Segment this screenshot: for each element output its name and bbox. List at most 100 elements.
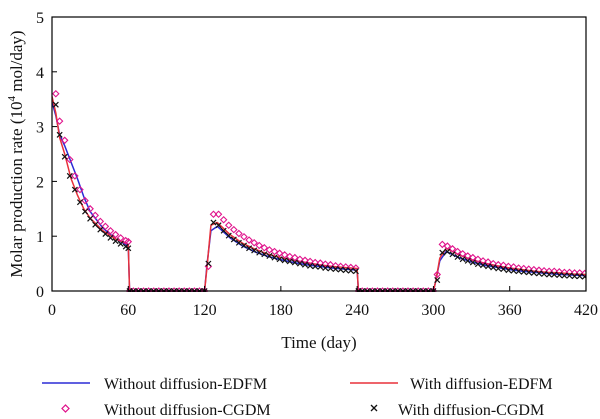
data-point-with-diffusion-cgdm (56, 131, 63, 138)
data-point-without-diffusion-cgdm (144, 287, 153, 292)
data-point-without-diffusion-cgdm (195, 287, 204, 292)
data-point-without-diffusion-cgdm (66, 155, 74, 164)
data-point-with-diffusion-cgdm (276, 256, 283, 263)
data-point-without-diffusion-cgdm (388, 287, 397, 292)
data-point-without-diffusion-cgdm (383, 287, 392, 292)
data-point-with-diffusion-cgdm (301, 261, 309, 268)
data-point-without-diffusion-cgdm (235, 229, 243, 238)
legend-swatch-x-marker (370, 404, 378, 412)
data-point-with-diffusion-cgdm (454, 253, 461, 261)
data-point-with-diffusion-cgdm (296, 260, 303, 267)
data-point-without-diffusion-cgdm (285, 252, 294, 261)
data-point-with-diffusion-cgdm (439, 249, 446, 256)
series-line-without-diffusion-edfm (52, 101, 586, 292)
data-point-with-diffusion-cgdm (107, 234, 114, 241)
data-point-without-diffusion-cgdm (255, 241, 264, 250)
data-point-with-diffusion-cgdm (525, 269, 532, 276)
data-point-without-diffusion-cgdm (301, 256, 309, 265)
legend-item-without-diffusion-cgdm: Without diffusion-CGDM (61, 402, 271, 419)
data-point-without-diffusion-cgdm (96, 217, 105, 226)
data-point-without-diffusion-cgdm (60, 136, 69, 145)
data-point-without-diffusion-cgdm (230, 225, 238, 234)
data-point-without-diffusion-cgdm (429, 287, 438, 292)
y-axis-ticks: 0 1 2 3 4 5 (36, 10, 57, 301)
data-point-with-diffusion-cgdm (215, 222, 222, 229)
data-point-with-diffusion-cgdm (82, 208, 89, 215)
data-point-without-diffusion-cgdm (219, 215, 228, 224)
data-point-without-diffusion-cgdm (86, 205, 94, 213)
data-point-with-diffusion-cgdm (251, 247, 258, 254)
x-tick-label: 60 (120, 302, 136, 319)
data-point-with-diffusion-cgdm (332, 266, 339, 273)
x-axis-label: Time (day) (281, 333, 356, 352)
data-point-without-diffusion-cgdm (165, 287, 173, 292)
data-point-without-diffusion-cgdm (160, 287, 168, 292)
legend-swatch-diamond-marker (61, 404, 70, 413)
data-point-with-diffusion-cgdm (505, 267, 512, 274)
data-point-with-diffusion-cgdm (444, 248, 451, 255)
data-point-with-diffusion-cgdm (87, 215, 94, 222)
data-point-with-diffusion-cgdm (117, 240, 124, 247)
y-tick-label: 1 (36, 229, 44, 246)
data-point-with-diffusion-cgdm (246, 245, 253, 252)
x-tick-label: 180 (269, 302, 293, 319)
data-point-without-diffusion-cgdm (368, 287, 377, 292)
data-point-with-diffusion-cgdm (266, 252, 273, 259)
data-point-without-diffusion-cgdm (91, 211, 100, 220)
data-point-without-diffusion-cgdm (245, 236, 253, 244)
legend-item-without-diffusion-edfm: Without diffusion-EDFM (42, 376, 267, 393)
data-point-without-diffusion-cgdm (275, 249, 284, 257)
data-point-with-diffusion-cgdm (449, 251, 456, 258)
data-point-without-diffusion-cgdm (185, 287, 194, 292)
data-point-with-diffusion-cgdm (347, 267, 354, 274)
data-point-without-diffusion-cgdm (134, 287, 143, 292)
data-point-with-diffusion-cgdm (464, 257, 471, 264)
data-point-with-diffusion-cgdm (327, 265, 334, 272)
data-point-with-diffusion-cgdm (235, 239, 242, 246)
data-point-with-diffusion-cgdm (571, 273, 578, 280)
data-point-without-diffusion-cgdm (55, 117, 64, 125)
x-tick-label: 360 (498, 302, 522, 319)
y-tick-label: 0 (36, 284, 44, 301)
data-point-with-diffusion-cgdm (307, 262, 314, 269)
data-point-without-diffusion-cgdm (479, 257, 487, 265)
data-point-without-diffusion-cgdm (474, 255, 482, 263)
data-point-with-diffusion-cgdm (225, 232, 232, 239)
plot-frame (51, 16, 587, 292)
legend-label-with-diffusion-edfm: With diffusion-EDFM (410, 376, 553, 393)
data-point-without-diffusion-cgdm (280, 251, 289, 259)
data-point-with-diffusion-cgdm (490, 264, 497, 271)
data-point-without-diffusion-cgdm (373, 287, 382, 292)
data-point-without-diffusion-cgdm (265, 246, 274, 254)
data-point-without-diffusion-cgdm (438, 240, 447, 249)
data-point-with-diffusion-cgdm (576, 273, 583, 280)
data-point-without-diffusion-cgdm (419, 287, 428, 292)
data-point-with-diffusion-cgdm (61, 153, 68, 160)
data-point-without-diffusion-cgdm (409, 287, 417, 292)
data-point-with-diffusion-cgdm (546, 271, 553, 278)
data-point-without-diffusion-cgdm (463, 252, 472, 260)
data-point-without-diffusion-cgdm (200, 287, 209, 292)
data-point-with-diffusion-cgdm (520, 268, 527, 275)
data-point-with-diffusion-cgdm (317, 263, 324, 270)
data-point-with-diffusion-cgdm (551, 271, 558, 278)
data-point-with-diffusion-cgdm (541, 270, 548, 278)
data-point-without-diffusion-cgdm (363, 287, 372, 292)
x-tick-label: 0 (48, 302, 56, 319)
series-layer (52, 89, 586, 292)
x-axis-ticks: 0 60 120 180 240 300 360 420 (48, 286, 598, 319)
data-point-with-diffusion-cgdm (495, 265, 502, 272)
data-point-with-diffusion-cgdm (530, 269, 537, 276)
data-point-with-diffusion-cgdm (566, 272, 573, 279)
data-point-without-diffusion-cgdm (155, 287, 163, 292)
data-point-with-diffusion-cgdm (286, 258, 293, 265)
data-point-with-diffusion-cgdm (474, 261, 481, 268)
data-point-without-diffusion-cgdm (424, 287, 433, 292)
data-point-without-diffusion-cgdm (404, 287, 412, 292)
x-tick-label: 420 (574, 302, 598, 319)
data-point-with-diffusion-cgdm (322, 264, 329, 272)
data-point-without-diffusion-cgdm (448, 245, 457, 253)
data-point-without-diffusion-cgdm (484, 258, 492, 266)
data-point-without-diffusion-cgdm (296, 255, 304, 263)
data-point-with-diffusion-cgdm (515, 268, 522, 275)
